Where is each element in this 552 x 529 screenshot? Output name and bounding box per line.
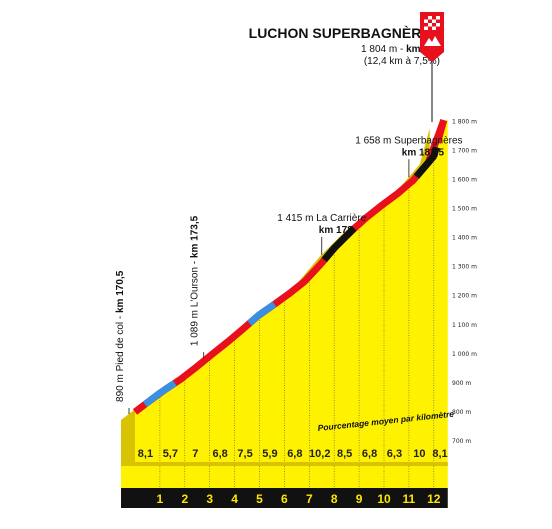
km-base-strip: 1 2 3 4 5 6 7 8 9 10 11 12 (121, 462, 448, 508)
profile-line (132, 117, 448, 415)
gradient-value: 8,1 (432, 448, 447, 460)
altitude-tick: 1 100 m (452, 322, 477, 329)
km-label: 6 (281, 492, 288, 506)
gradient-value: 6,8 (362, 448, 377, 460)
altitude-tick: 800 m (452, 409, 471, 416)
gradient-value: 10,2 (309, 448, 330, 460)
gradient-value: 7 (192, 448, 198, 460)
climb-line-segment (132, 118, 448, 415)
km-label: 8 (331, 492, 338, 506)
annotation-label: 1 089 m L'Ourson - km 173,5 (190, 215, 201, 346)
annotation-label: 1 415 m La Carrière (277, 213, 366, 224)
altitude-tick: 1 600 m (452, 176, 477, 183)
gradient-band-segment (247, 301, 277, 326)
gradient-band-segment (434, 117, 448, 146)
gradient-band-segment (321, 225, 357, 263)
gradient-value: 6,3 (387, 448, 402, 460)
altitude-tick: 900 m (452, 380, 471, 387)
km-label: 10 (377, 492, 391, 506)
altitude-tick: 1 500 m (452, 206, 477, 213)
base-top (121, 462, 448, 466)
finish-flag-icon (420, 12, 444, 122)
annotation-km: km 178 (319, 225, 353, 236)
gradient-band-segment (142, 380, 177, 408)
gradient-value: 10 (413, 448, 425, 460)
km-label: 9 (356, 492, 363, 506)
gradient-value: 8,1 (138, 448, 153, 460)
gradient-labels: 8,1 5,7 7 6,8 7,5 5,9 6,8 10,2 8,5 6,8 6,3 10 8,1 (138, 448, 448, 460)
finish-climb-summary: (12,4 km à 7,5%) (364, 56, 440, 67)
altitude-tick: 1 200 m (452, 293, 477, 300)
chart-title: LUCHON SUPERBAGNÈRES (249, 25, 440, 41)
annotation-label: 1 658 m Superbagnères (355, 135, 462, 146)
km-gridlines (159, 156, 435, 466)
km-label: 1 (157, 492, 164, 506)
altitude-tick: 1 300 m (452, 264, 477, 271)
profile-left-face (121, 411, 135, 466)
km-label: 2 (181, 492, 188, 506)
km-label: 4 (231, 492, 238, 506)
km-label: 7 (306, 492, 313, 506)
gradient-value: 6,8 (287, 448, 302, 460)
annotation-km: km 181,5 (402, 147, 445, 158)
annotations: 890 m Pied de col - km 170,5 1 089 m L'Ou… (115, 135, 463, 414)
km-label: 5 (256, 492, 263, 506)
gradient-value: 8,5 (337, 448, 352, 460)
km-strip (121, 488, 448, 508)
km-label: 3 (206, 492, 213, 506)
altitude-tick: 700 m (452, 438, 471, 445)
altitude-tick: 1 800 m (452, 118, 477, 125)
gradient-value: 7,5 (237, 448, 252, 460)
gradient-value: 6,8 (213, 448, 228, 460)
altitude-tick: 1 000 m (452, 351, 477, 358)
altitude-tick: 1 700 m (452, 147, 477, 154)
gradient-value: 5,9 (262, 448, 277, 460)
km-label: 11 (403, 492, 416, 506)
altitude-axis: 1 800 m 1 700 m 1 600 m 1 500 m 1 400 m 1 300… (452, 118, 477, 445)
km-label: 12 (427, 492, 441, 506)
gradient-band-segment (413, 146, 440, 179)
altitude-tick: 1 400 m (452, 235, 477, 242)
gradient-value: 5,7 (163, 448, 178, 460)
annotation-label: 890 m Pied de col - km 170,5 (115, 270, 126, 402)
